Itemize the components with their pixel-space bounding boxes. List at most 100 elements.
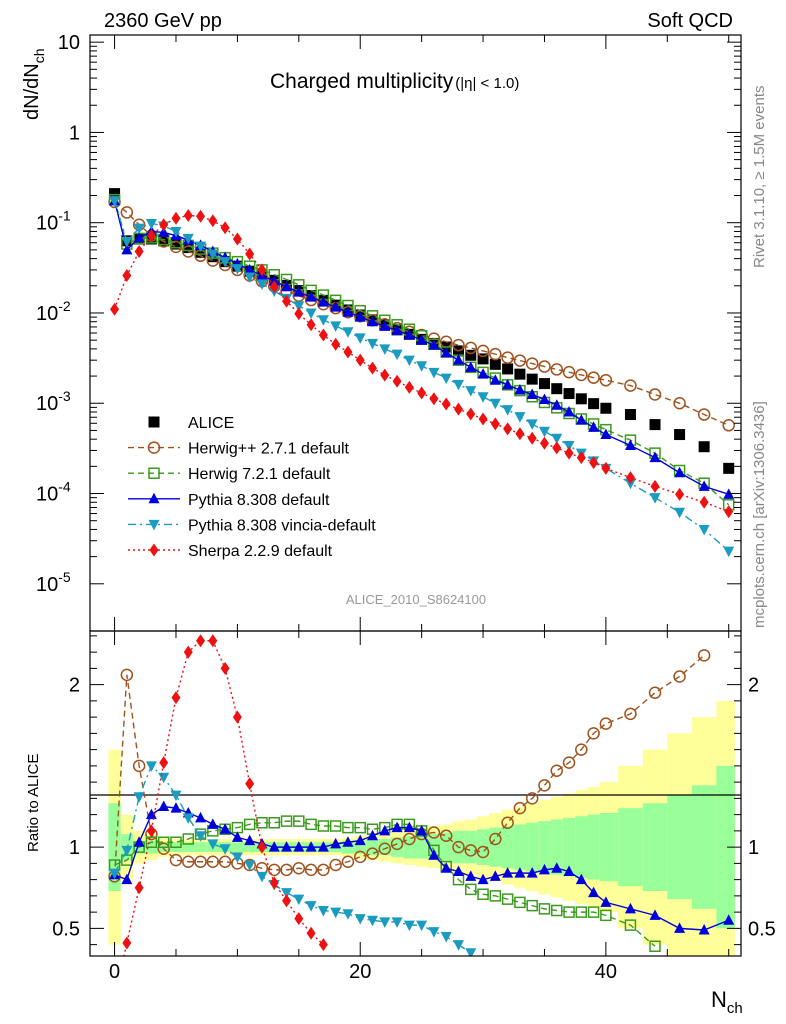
point-vincia bbox=[649, 493, 661, 504]
point-pythia bbox=[281, 280, 293, 292]
series-line-sherpa bbox=[113, 214, 729, 513]
point-sherpa bbox=[650, 479, 660, 493]
ratio-point-pythia bbox=[465, 870, 477, 881]
legend-label-herwig7: Herwig 7.2.1 default bbox=[188, 466, 331, 483]
legend-marker-herwig7 bbox=[148, 467, 160, 479]
ratio-point-pythia bbox=[367, 829, 379, 841]
point-sherpa bbox=[368, 361, 378, 375]
ratio-point-pythia bbox=[231, 831, 243, 842]
ratio-point-sherpa bbox=[122, 936, 132, 950]
ratio-point-herwigpp bbox=[599, 717, 613, 730]
point-data bbox=[465, 349, 477, 361]
ratio-point-vincia bbox=[428, 927, 440, 938]
point-vincia bbox=[354, 333, 366, 344]
x-tick-label: 20 bbox=[349, 961, 371, 983]
ratio-point-pythia bbox=[575, 873, 587, 885]
legend-label-pythia: Pythia 8.308 default bbox=[188, 492, 330, 509]
ratio-point-vincia bbox=[256, 871, 268, 883]
point-sherpa bbox=[515, 427, 525, 441]
legend: ALICE Herwig++ 2.7.1 default Herwig 7.2.1 … bbox=[128, 415, 376, 560]
ratio-point-herwig7 bbox=[268, 817, 280, 829]
ratio-point-herwigpp bbox=[525, 792, 539, 805]
ratio-point-sherpa bbox=[146, 824, 156, 838]
legend-label-herwigpp: Herwig++ 2.7.1 default bbox=[188, 441, 350, 458]
point-pythia bbox=[244, 263, 256, 275]
point-sherpa bbox=[576, 451, 586, 465]
ratio-point-herwig7 bbox=[354, 821, 366, 834]
ratio-point-pythia bbox=[133, 836, 145, 847]
point-sherpa bbox=[245, 247, 255, 261]
ratio-point-vincia bbox=[330, 907, 342, 919]
ratio-point-pythia bbox=[624, 902, 636, 914]
ratio-point-pythia bbox=[477, 873, 489, 885]
band-inner-bin bbox=[716, 765, 735, 929]
analysis-label: ALICE_2010_S8624100 bbox=[346, 592, 486, 607]
main-ticks bbox=[90, 35, 741, 631]
ratio-point-herwigpp bbox=[292, 862, 306, 875]
point-vincia bbox=[231, 264, 243, 275]
band-inner-bin bbox=[538, 821, 551, 874]
band-inner-bin bbox=[390, 837, 404, 857]
point-pythia bbox=[305, 291, 317, 302]
ratio-point-pythia bbox=[244, 834, 256, 846]
point-pythia bbox=[649, 451, 661, 463]
ratio-point-herwigpp bbox=[206, 855, 220, 868]
point-vincia bbox=[428, 367, 440, 379]
ratio-y-tick-label-right: 1 bbox=[748, 837, 759, 859]
ratio-point-herwigpp bbox=[673, 670, 686, 683]
ratio-point-pythia bbox=[207, 818, 219, 829]
point-sherpa bbox=[343, 345, 353, 359]
point-data bbox=[514, 368, 526, 380]
point-sherpa bbox=[675, 487, 685, 501]
ratio-y-tick-label-right: 0.5 bbox=[748, 918, 776, 940]
point-pythia bbox=[588, 421, 600, 432]
ratio-point-herwigpp bbox=[390, 837, 404, 851]
ratio-point-herwig7 bbox=[624, 919, 637, 931]
point-vincia bbox=[330, 321, 342, 332]
point-sherpa bbox=[552, 441, 562, 455]
ratio-point-sherpa bbox=[282, 894, 292, 908]
legend-marker-pythia bbox=[148, 492, 160, 504]
ratio-point-herwigpp bbox=[329, 858, 342, 872]
point-data bbox=[563, 388, 575, 400]
point-herwigpp bbox=[648, 388, 662, 401]
ratio-point-pythia bbox=[170, 802, 182, 813]
ratio-point-herwig7 bbox=[501, 893, 514, 905]
point-data bbox=[109, 188, 121, 200]
ratio-point-herwig7 bbox=[477, 888, 489, 900]
main-y-tick-label: 10 bbox=[58, 32, 80, 54]
band-inner-bin bbox=[194, 842, 207, 852]
point-pythia bbox=[330, 301, 342, 312]
point-vincia bbox=[219, 257, 231, 268]
chart-title: Charged multiplicity (|η| < 1.0) bbox=[270, 70, 519, 93]
point-vincia bbox=[379, 344, 391, 355]
legend-label-sherpa: Sherpa 2.2.9 default bbox=[188, 543, 333, 560]
main-y-axis-label: dN/dNch bbox=[21, 49, 47, 121]
ratio-point-herwigpp bbox=[120, 668, 134, 682]
ratio-point-vincia bbox=[207, 839, 219, 850]
point-pythia bbox=[575, 414, 587, 425]
ratio-point-pythia bbox=[489, 870, 501, 881]
point-sherpa bbox=[453, 402, 463, 416]
ratio-point-herwigpp bbox=[403, 832, 416, 846]
point-pythia bbox=[698, 480, 710, 491]
point-vincia bbox=[256, 279, 268, 290]
process-label: Soft QCD bbox=[647, 10, 733, 32]
point-herwigpp bbox=[501, 351, 514, 364]
point-sherpa bbox=[466, 407, 476, 421]
point-sherpa bbox=[589, 456, 599, 470]
point-pythia bbox=[477, 368, 489, 379]
point-data bbox=[575, 393, 587, 405]
ratio-point-vincia bbox=[121, 845, 133, 857]
ratio-point-pythia bbox=[588, 886, 600, 898]
ratio-point-pythia bbox=[452, 865, 464, 876]
ratio-y-tick-label-left: 2 bbox=[69, 675, 80, 697]
ratio-point-herwigpp bbox=[697, 649, 711, 662]
ratio-point-herwig7 bbox=[514, 896, 526, 909]
point-herwigpp bbox=[587, 371, 600, 384]
ratio-point-pythia bbox=[219, 823, 231, 834]
band-inner-bin bbox=[642, 803, 668, 891]
ratio-ticks bbox=[90, 631, 741, 956]
legend-label-data: ALICE bbox=[188, 415, 234, 432]
ratio-point-herwigpp bbox=[648, 686, 662, 699]
